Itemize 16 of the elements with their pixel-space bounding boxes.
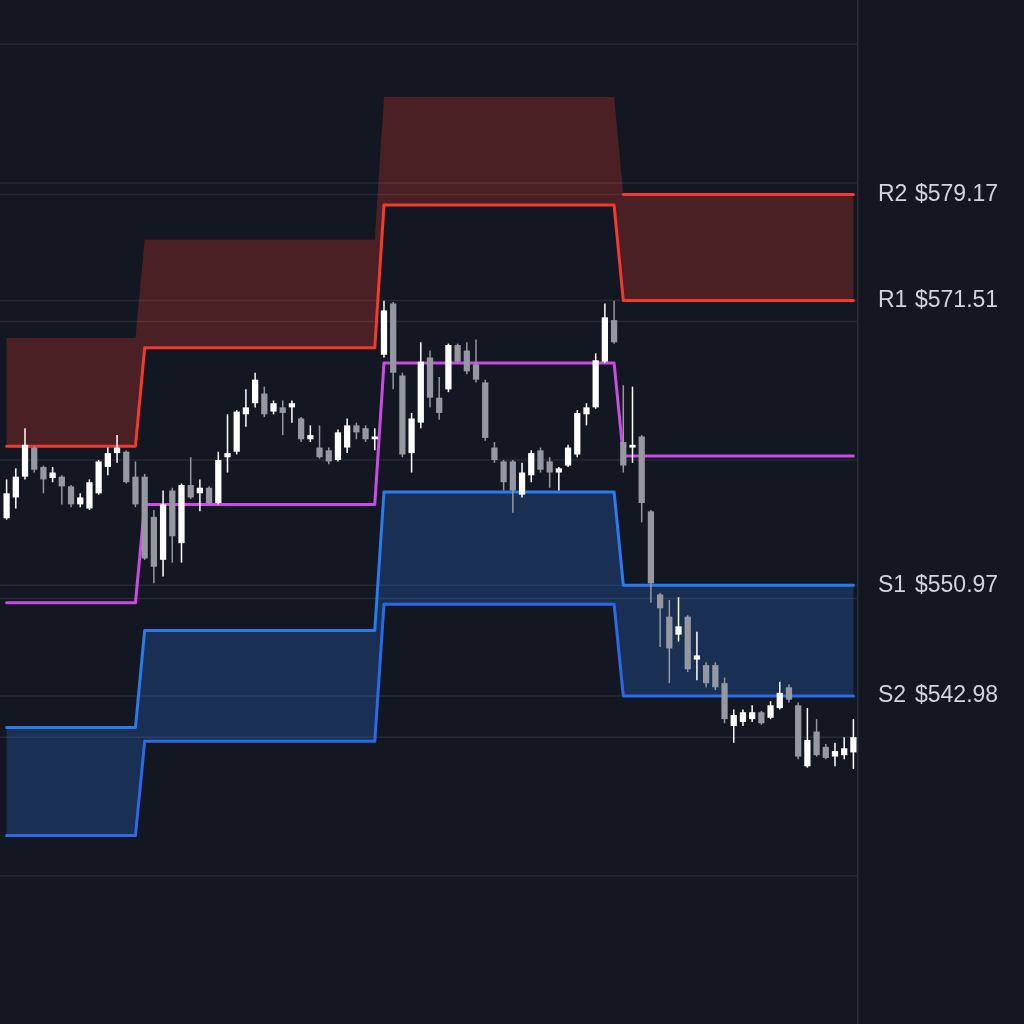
candlestick [831,742,839,767]
candlestick [656,593,664,648]
y-tick-label: $550.97 [915,570,999,597]
candlestick [242,389,250,427]
series-label: S2 [878,681,907,708]
candlestick [288,400,296,423]
y-tick-label: $579.17 [915,179,999,206]
candlestick [693,631,701,681]
y-tick-label: $571.51 [915,285,999,312]
series-label: R1 [878,285,908,312]
series-label: S1 [878,570,907,597]
candlestick [841,737,848,760]
candlestick [555,466,562,491]
candlestick [371,428,378,451]
series-label: R2 [878,179,908,206]
y-tick-label: $542.98 [915,681,999,708]
